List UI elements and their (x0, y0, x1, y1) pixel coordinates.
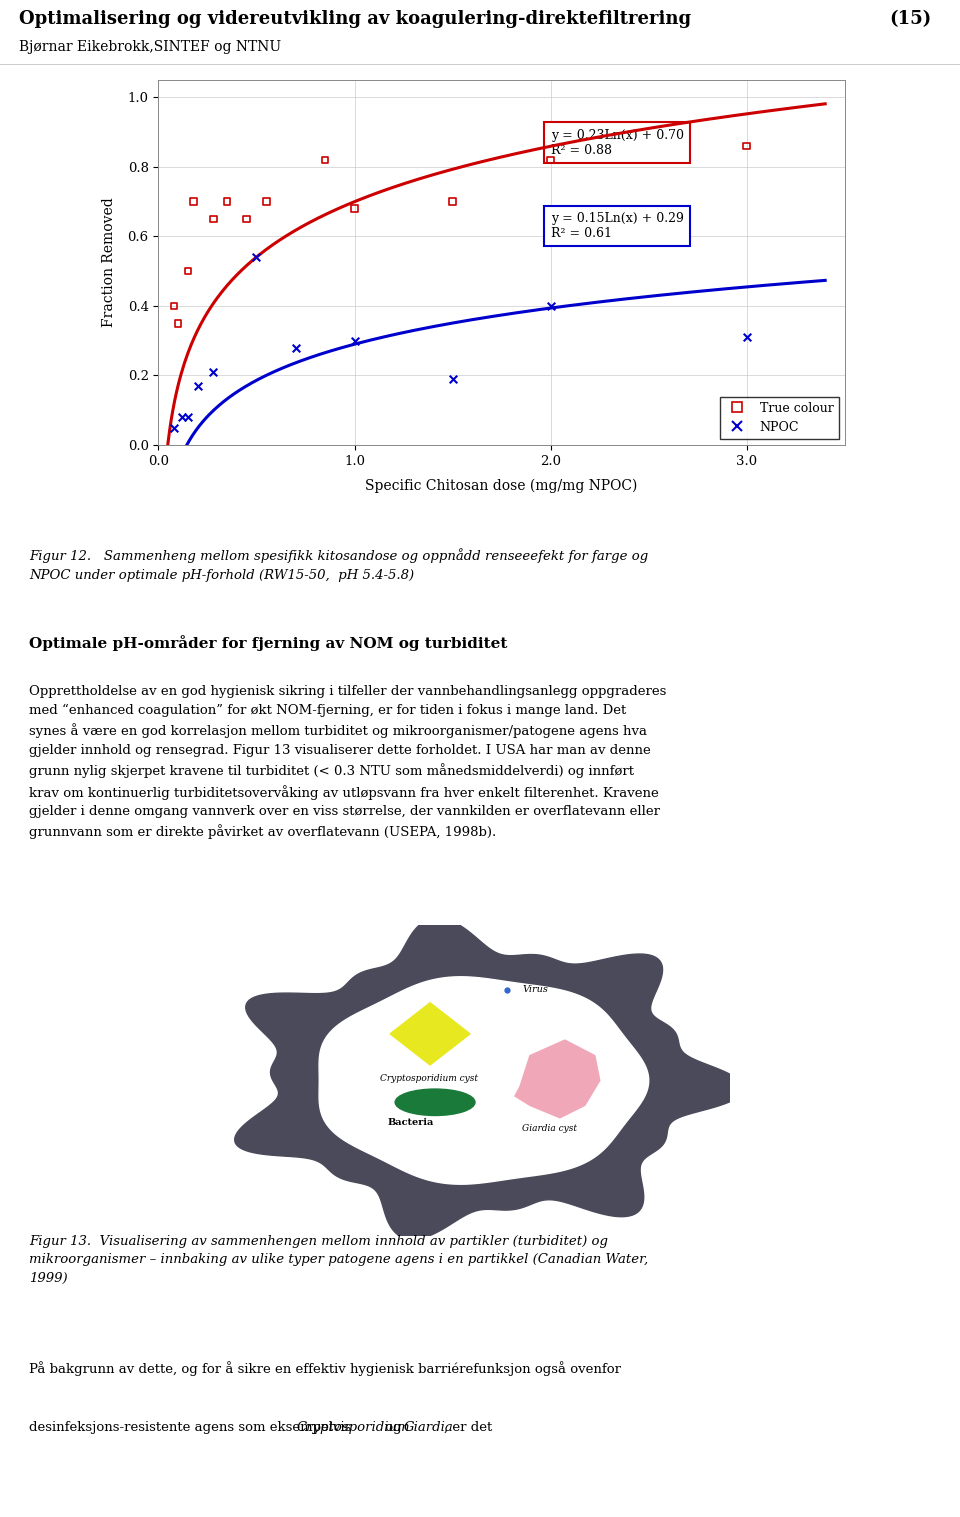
Text: Bacteria: Bacteria (388, 1118, 434, 1127)
Text: Giardia cyst: Giardia cyst (522, 1124, 577, 1133)
Text: , er det: , er det (444, 1421, 492, 1434)
Polygon shape (234, 918, 744, 1239)
Point (205, 206, 221, 231)
Point (205, 360, 221, 384)
Point (739, 325, 755, 349)
Point (288, 335, 303, 360)
Text: Bjørnar Eikebrokk,SINTEF og NTNU: Bjørnar Eikebrokk,SINTEF og NTNU (19, 41, 281, 55)
Point (347, 329, 362, 353)
Ellipse shape (396, 1089, 475, 1115)
Point (318, 147, 333, 171)
Point (170, 311, 185, 335)
Text: Figur 12.   Sammenheng mellom spesifikk kitosandose og oppnådd renseeefekt for f: Figur 12. Sammenheng mellom spesifikk ki… (29, 548, 648, 583)
Legend: True colour, NPOC: True colour, NPOC (720, 396, 838, 438)
Polygon shape (515, 1041, 600, 1118)
Point (175, 405, 190, 429)
Text: Giardia: Giardia (404, 1421, 454, 1434)
Point (543, 294, 559, 319)
Text: og: og (381, 1421, 406, 1434)
Point (444, 190, 460, 214)
Text: y = 0.23Ln(x) + 0.70
R² = 0.88: y = 0.23Ln(x) + 0.70 R² = 0.88 (551, 129, 684, 156)
Text: Cryptosporidium cyst: Cryptosporidium cyst (380, 1074, 478, 1083)
Polygon shape (390, 1003, 470, 1065)
Polygon shape (319, 977, 649, 1185)
Text: Virus: Virus (522, 985, 548, 994)
Point (186, 190, 202, 214)
Point (190, 373, 205, 397)
X-axis label: Specific Chitosan dose (mg/mg NPOC): Specific Chitosan dose (mg/mg NPOC) (366, 479, 637, 493)
Text: desinfeksjons-resistente agens som eksempelvis: desinfeksjons-resistente agens som eksem… (29, 1421, 355, 1434)
Text: y = 0.15Ln(x) + 0.29
R² = 0.61: y = 0.15Ln(x) + 0.29 R² = 0.61 (551, 212, 684, 240)
Point (166, 294, 181, 319)
Point (543, 147, 559, 171)
Point (249, 246, 264, 270)
Point (739, 133, 755, 158)
Text: Optimale pH-områder for fjerning av NOM og turbiditet: Optimale pH-områder for fjerning av NOM … (29, 636, 507, 651)
Point (180, 405, 196, 429)
Point (219, 190, 234, 214)
Text: Opprettholdelse av en god hygienisk sikring i tilfeller der vannbehandlingsanleg: Opprettholdelse av en god hygienisk sikr… (29, 686, 666, 839)
Point (347, 197, 362, 221)
Text: Figur 13.  Visualisering av sammenhengen mellom innhold av partikler (turbiditet: Figur 13. Visualisering av sammenhengen … (29, 1235, 648, 1285)
Text: (15): (15) (889, 9, 931, 27)
Point (180, 259, 196, 284)
Point (239, 206, 254, 231)
Point (166, 416, 181, 440)
Point (258, 190, 274, 214)
Text: Optimalisering og videreutvikling av koagulering-direktefiltrering: Optimalisering og videreutvikling av koa… (19, 9, 691, 27)
Point (444, 367, 460, 391)
Text: På bakgrunn av dette, og for å sikre en effektiv hygienisk barriérefunksjon også: På bakgrunn av dette, og for å sikre en … (29, 1361, 621, 1376)
Y-axis label: Fraction Removed: Fraction Removed (103, 197, 116, 328)
Text: Cryptosporidium: Cryptosporidium (296, 1421, 410, 1434)
